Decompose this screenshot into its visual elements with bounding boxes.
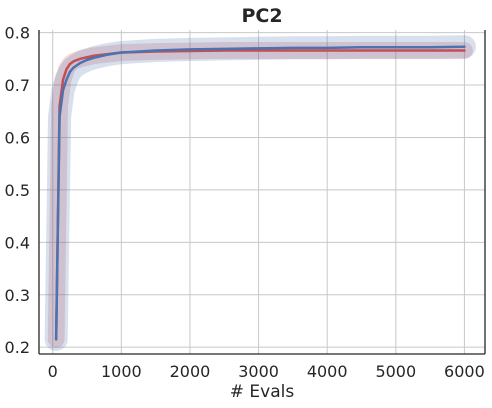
series-line-1 bbox=[54, 49, 466, 341]
chart-title: PC2 bbox=[241, 5, 282, 27]
y-tick-label: 0.6 bbox=[5, 128, 30, 147]
y-tick-label: 0.5 bbox=[5, 181, 30, 200]
series-band-2 bbox=[44, 35, 476, 351]
y-tick-label: 0.7 bbox=[5, 76, 30, 95]
grid bbox=[39, 30, 485, 354]
series-band-1 bbox=[47, 42, 473, 348]
y-tick-label: 0.3 bbox=[5, 286, 30, 305]
x-tick-label: 2000 bbox=[170, 362, 211, 381]
x-tick-label: 3000 bbox=[238, 362, 279, 381]
confidence-bands bbox=[44, 35, 476, 351]
x-tick-label: 4000 bbox=[307, 362, 348, 381]
y-tick-label: 0.8 bbox=[5, 24, 30, 43]
series-lines bbox=[54, 45, 466, 341]
x-tick-labels: 0 1000 2000 3000 4000 5000 6000 bbox=[48, 362, 485, 381]
y-tick-labels: 0.2 0.3 0.4 0.5 0.6 0.7 0.8 bbox=[5, 24, 30, 358]
axes-spines bbox=[38, 30, 486, 355]
x-tick-label: 0 bbox=[48, 362, 58, 381]
x-tick-label: 6000 bbox=[444, 362, 485, 381]
x-tick-label: 5000 bbox=[375, 362, 416, 381]
x-tick-label: 1000 bbox=[101, 362, 142, 381]
x-axis-label: # Evals bbox=[230, 382, 295, 402]
y-tick-label: 0.4 bbox=[5, 233, 30, 252]
y-tick-label: 0.2 bbox=[5, 338, 30, 357]
series-line-2 bbox=[54, 45, 466, 341]
